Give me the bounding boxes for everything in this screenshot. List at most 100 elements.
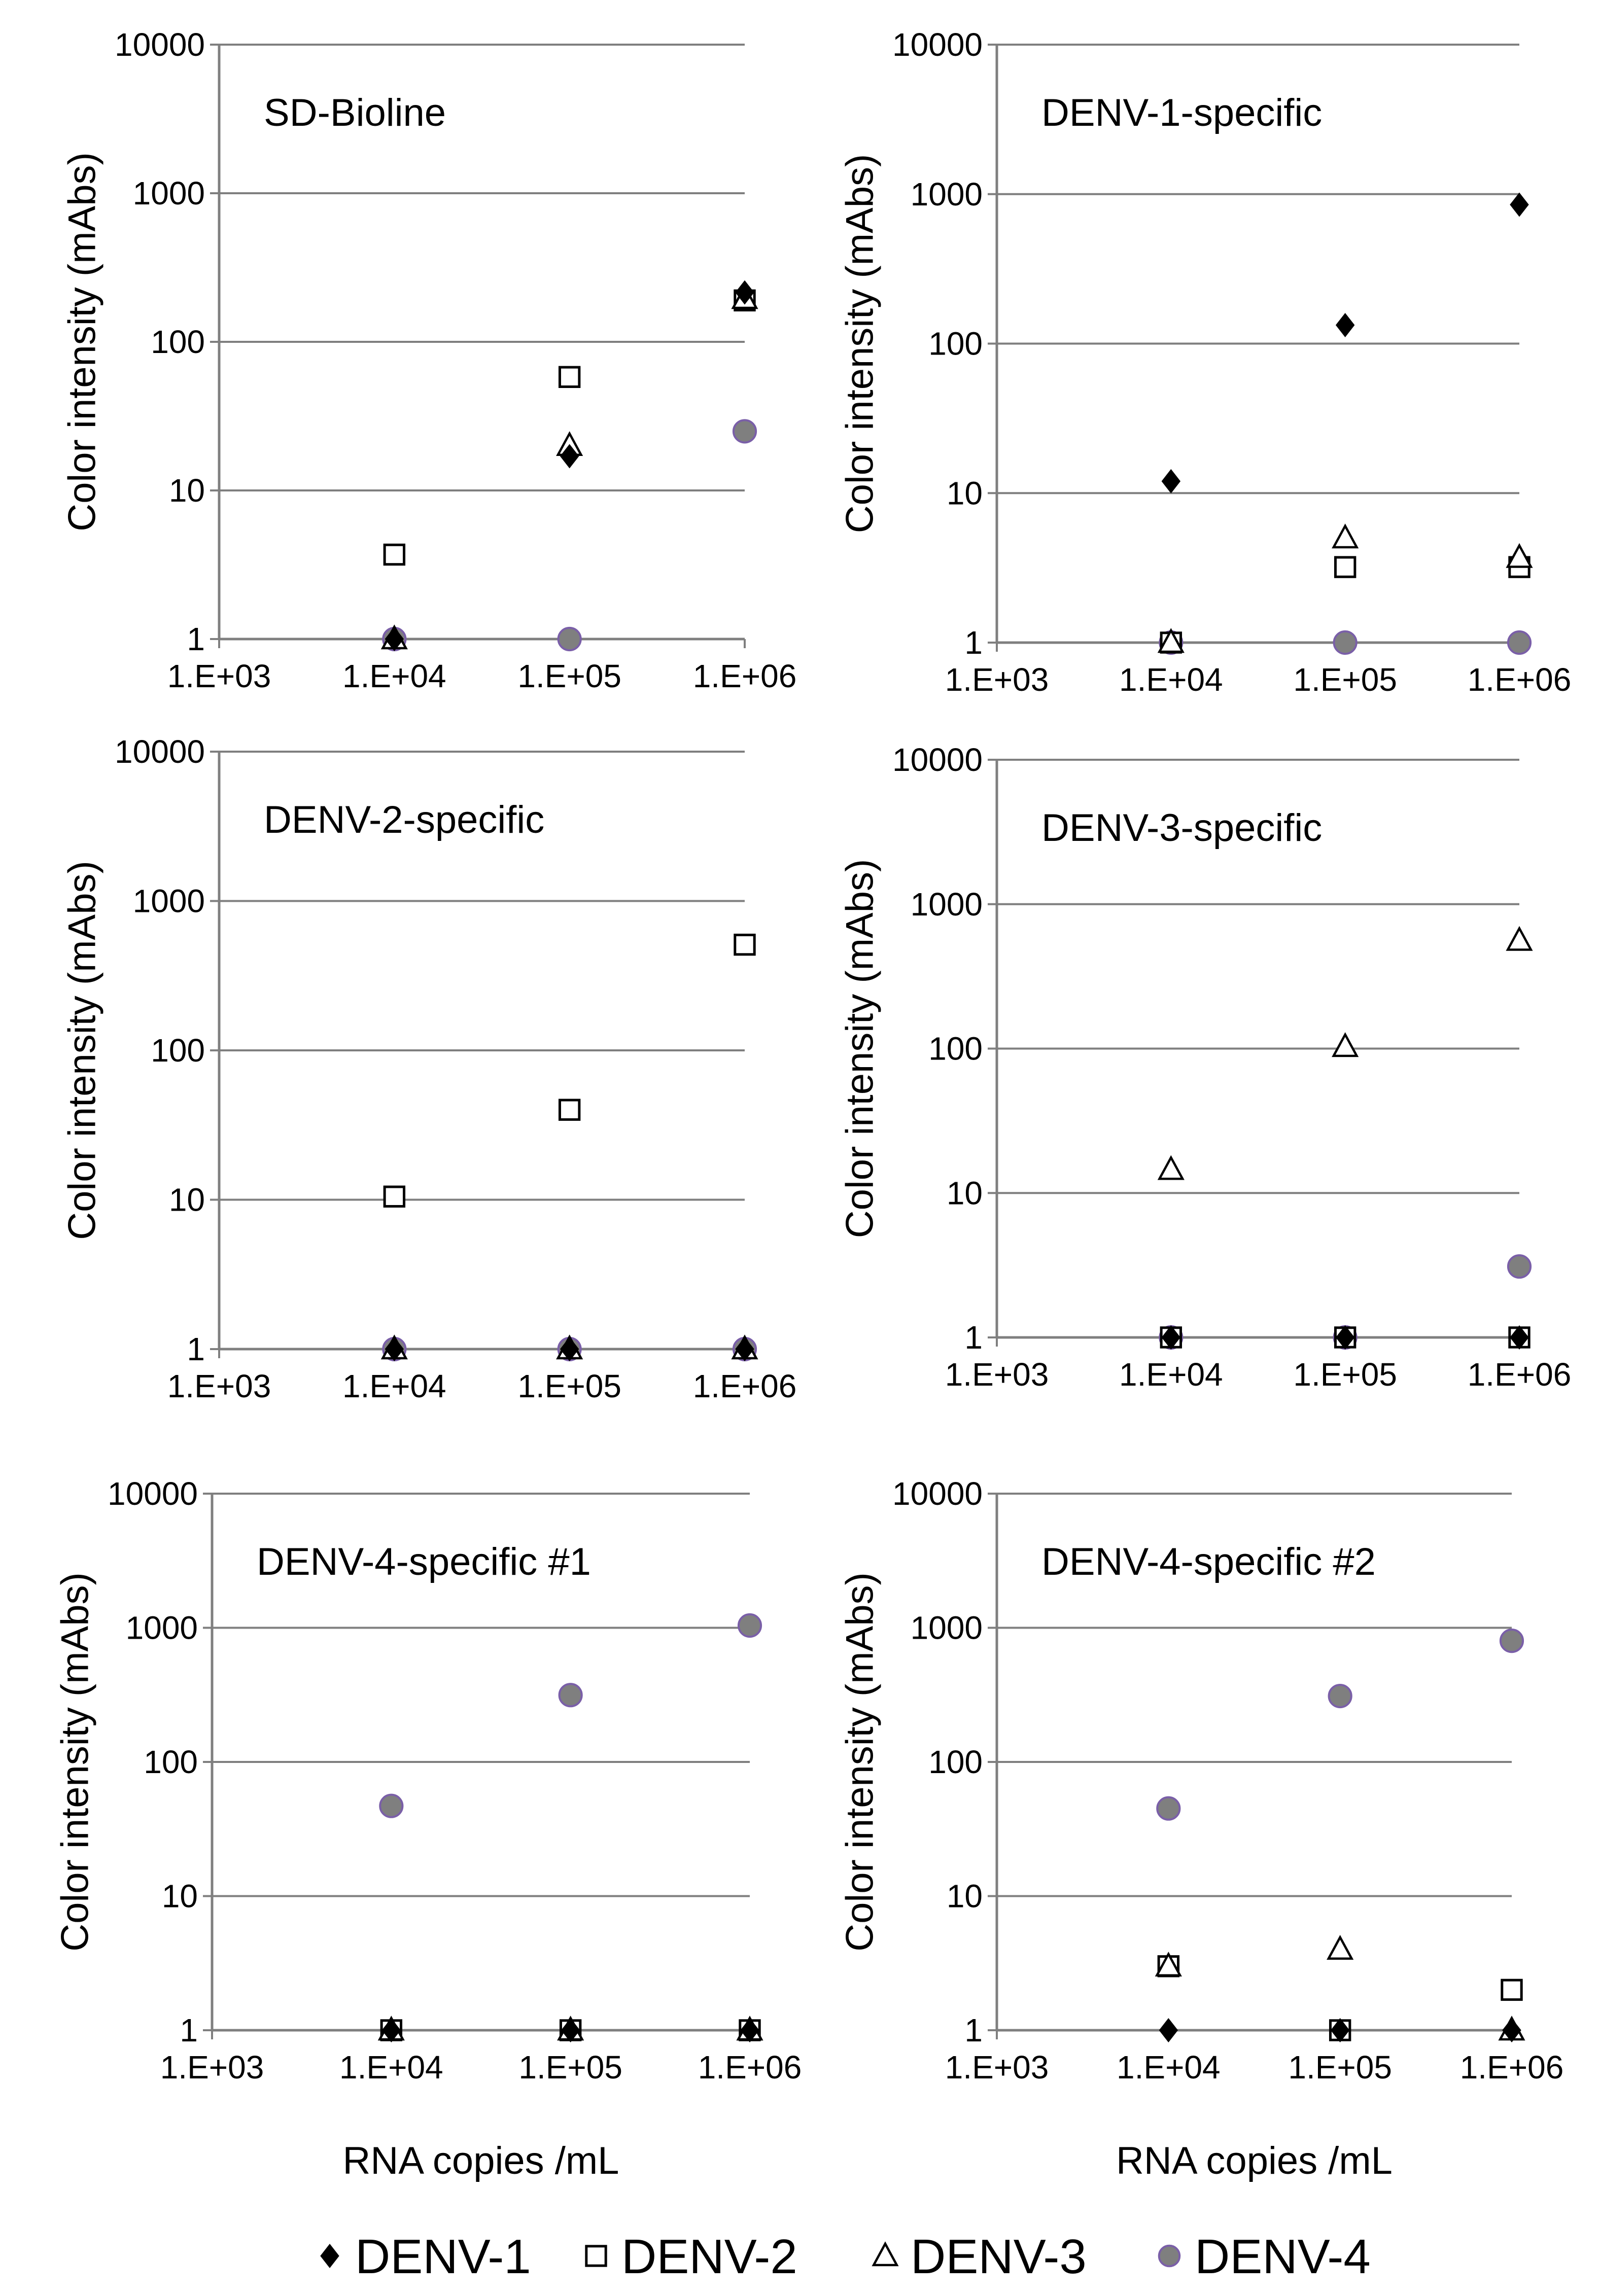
y-tick-label: 1 [964,624,983,661]
data-point-denv-3 [1327,1935,1354,1960]
y-tick-label: 10000 [892,26,983,63]
y-tick-label: 10000 [892,1475,983,1512]
data-point-denv-2 [1501,1979,1523,2001]
panel-title: DENV-2-specific [264,798,544,841]
data-point-denv-1 [740,2018,759,2042]
legend-marker-denv-3 [872,2241,899,2267]
data-point-denv-4 [737,1613,762,1638]
data-point-denv-4 [1507,630,1532,655]
chart-panel-5: 1 10 100 1000 10000 1.E+03 1.E+04 1.E+05 1.E+06 D… [54,1475,802,2182]
y-tick-label: 1000 [126,1610,198,1646]
data-point-denv-1 [1335,1325,1355,1350]
x-tick-label: 1.E+06 [693,658,797,694]
y-tick-label: 1000 [911,886,983,923]
y-axis-label: Color intensity (mAbs) [61,152,104,532]
data-point-denv-1 [561,2018,580,2042]
x-tick-label: 1.E+03 [945,661,1049,698]
data-point-denv-3 [1157,1155,1185,1180]
y-tick-label: 100 [928,326,983,362]
x-axis-label: RNA copies /mL [1116,2139,1393,2182]
data-point-denv-4 [1507,1254,1532,1279]
x-tick-label: 1.E+04 [342,1368,446,1404]
x-axis-label: RNA copies /mL [343,2139,619,2182]
data-point-denv-2 [558,366,581,388]
panel-title: SD-Bioline [264,91,446,134]
y-axis-label: Color intensity (mAbs) [839,859,882,1239]
y-tick-label: 10000 [892,741,983,778]
data-point-denv-1 [385,1337,404,1361]
data-point-denv-1 [1159,2018,1178,2042]
x-tick-label: 1.E+04 [339,2049,443,2086]
data-point-denv-4 [558,1683,583,1708]
legend-marker-denv-4 [1158,2244,1181,2268]
data-point-denv-1 [1335,312,1355,337]
data-point-denv-3 [1155,1952,1182,1977]
legend: DENV-1 DENV-2 DENV-3 DENV-4 [320,2230,1371,2284]
x-tick-label: 1.E+06 [1460,2049,1564,2086]
x-tick-label: 1.E+04 [1119,661,1223,698]
y-tick-label: 1000 [133,175,205,211]
y-tick-label: 1000 [911,176,983,213]
data-point-denv-4 [1156,1796,1181,1821]
data-point-denv-1 [1161,469,1181,493]
chart-panel-3: 1 10 100 1000 10000 1.E+03 1.E+04 1.E+05 1.E+06 D… [61,733,797,1404]
y-tick-label: 1000 [911,1610,983,1646]
data-point-denv-1 [560,444,579,469]
y-tick-label: 10 [169,472,205,509]
x-tick-label: 1.E+03 [167,658,271,694]
legend-label: DENV-2 [621,2230,797,2284]
data-point-denv-3 [1506,543,1533,568]
y-tick-label: 10000 [115,26,205,63]
x-tick-label: 1.E+05 [1288,2049,1392,2086]
chart-panel-2: 1 10 100 1000 10000 1.E+03 1.E+04 1.E+05 1.E+06 D… [839,26,1572,698]
legend-label: DENV-1 [355,2230,531,2284]
data-point-denv-1 [1502,2018,1521,2042]
y-tick-label: 1 [964,1319,983,1356]
data-point-denv-3 [1506,926,1533,951]
panel-title: DENV-1-specific [1041,91,1322,134]
data-point-denv-4 [732,419,757,444]
data-point-denv-1 [381,2018,401,2042]
x-tick-label: 1.E+06 [1468,1356,1572,1393]
data-point-denv-3 [1157,628,1185,653]
y-axis-label: Color intensity (mAbs) [54,1572,97,1952]
y-tick-label: 100 [144,1744,198,1780]
y-tick-label: 1 [180,2012,198,2048]
y-axis-label: Color intensity (mAbs) [61,861,104,1240]
chart-panel-6: 1 10 100 1000 10000 1.E+03 1.E+04 1.E+05 1.E+06 D… [839,1475,1564,2182]
x-tick-label: 1.E+05 [1293,1356,1397,1393]
data-point-denv-1 [735,280,754,305]
data-point-denv-1 [1330,2018,1350,2042]
x-tick-label: 1.E+05 [517,1368,621,1404]
y-tick-label: 10 [947,1175,983,1211]
data-point-denv-1 [735,1337,754,1361]
data-point-denv-4 [379,1793,404,1818]
y-tick-label: 100 [928,1031,983,1067]
data-point-denv-4 [557,626,582,652]
x-tick-label: 1.E+05 [517,658,621,694]
x-tick-label: 1.E+03 [945,1356,1049,1393]
x-tick-label: 1.E+03 [160,2049,264,2086]
x-tick-label: 1.E+05 [1293,661,1397,698]
x-tick-label: 1.E+04 [1119,1356,1223,1393]
data-point-denv-1 [1510,1325,1529,1350]
x-tick-label: 1.E+06 [1468,661,1572,698]
y-tick-label: 100 [151,1032,205,1069]
x-tick-label: 1.E+06 [693,1368,797,1404]
data-point-denv-3 [1332,523,1359,549]
data-point-denv-2 [558,1099,581,1121]
y-tick-label: 100 [928,1744,983,1780]
data-point-denv-1 [385,627,404,651]
legend-marker-denv-2 [585,2245,607,2267]
data-point-denv-2 [734,933,756,956]
x-tick-label: 1.E+03 [945,2049,1049,2086]
y-tick-label: 10000 [115,733,205,770]
y-tick-label: 10000 [108,1475,198,1512]
panel-title: DENV-4-specific #2 [1041,1540,1376,1583]
x-tick-label: 1.E+04 [1117,2049,1221,2086]
x-tick-label: 1.E+05 [518,2049,622,2086]
x-tick-label: 1.E+06 [698,2049,802,2086]
y-tick-label: 1000 [133,883,205,920]
data-point-denv-2 [383,543,406,566]
